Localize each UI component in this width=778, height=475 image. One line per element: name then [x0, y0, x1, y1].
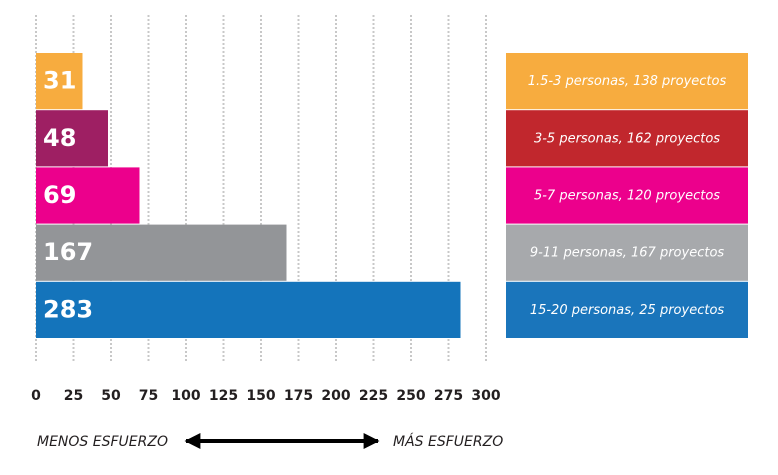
x-tick-label: 25 [64, 388, 83, 404]
legend-swatch [506, 110, 748, 167]
legend-label: 9-11 personas, 167 proyectos [530, 246, 725, 261]
annotation-left: MENOS ESFUERZO [37, 434, 168, 450]
bar [36, 224, 287, 281]
x-tick-label: 100 [171, 388, 200, 404]
legend-swatch [506, 224, 748, 281]
x-tick-label: 250 [396, 388, 425, 404]
legend-label: 1.5-3 personas, 138 proyectos [528, 74, 727, 89]
x-tick-label: 50 [101, 388, 121, 404]
x-tick-label: 300 [471, 388, 500, 404]
x-tick-label: 125 [209, 388, 238, 404]
legend-label: 15-20 personas, 25 proyectos [530, 303, 725, 318]
x-tick-label: 150 [246, 388, 275, 404]
data-label: 69 [43, 181, 76, 209]
x-tick-label: 225 [359, 388, 388, 404]
annotation-right: MÁS ESFUERZO [393, 433, 503, 450]
bar [36, 53, 83, 110]
data-label: 31 [43, 67, 76, 95]
data-label: 48 [43, 124, 76, 152]
legend-swatch [506, 53, 748, 110]
legend-label: 5-7 personas, 120 proyectos [534, 189, 720, 204]
bar [36, 110, 108, 167]
bar [36, 167, 140, 224]
legend-swatch [506, 281, 748, 338]
data-label: 167 [43, 238, 93, 266]
legend-swatch [506, 167, 748, 224]
bar [36, 281, 461, 338]
x-tick-label: 200 [321, 388, 350, 404]
legend-label: 3-5 personas, 162 proyectos [534, 131, 720, 146]
x-tick-label: 0 [31, 388, 41, 404]
x-tick-label: 275 [434, 388, 463, 404]
x-tick-label: 175 [284, 388, 313, 404]
data-label: 283 [43, 295, 93, 323]
x-tick-label: 75 [139, 388, 158, 404]
